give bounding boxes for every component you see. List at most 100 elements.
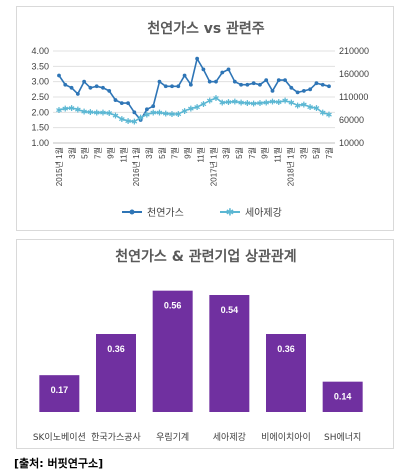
data-point: ✱ — [100, 109, 107, 118]
data-point — [145, 107, 149, 112]
x-tick-label: 9월 — [183, 147, 193, 159]
line-chart-panel: 천연가스 vs 관련주 4.00 3.50 3.00 2.50 2.00 1.50 1.00… — [16, 6, 394, 231]
data-point: ✱ — [74, 105, 81, 114]
data-point: ✱ — [112, 111, 119, 120]
data-point: ✱ — [162, 110, 169, 119]
data-point — [151, 104, 156, 109]
data-point — [264, 78, 269, 83]
bar — [209, 295, 250, 412]
data-point: ✱ — [288, 99, 295, 108]
data-point: ✱ — [257, 99, 264, 108]
category-label: SK이노베이션 — [33, 432, 86, 443]
x-tick-label: 9월 — [105, 147, 115, 159]
data-point — [232, 79, 237, 84]
data-point — [314, 81, 319, 86]
data-point — [126, 101, 130, 106]
data-point — [107, 88, 112, 93]
bar-value-label: 0.54 — [221, 305, 239, 315]
x-tick-label: 3월 — [298, 147, 308, 159]
data-point — [301, 88, 306, 93]
legend-gas-marker — [129, 209, 135, 215]
data-point: ✱ — [231, 98, 238, 107]
data-point: ✱ — [87, 108, 94, 117]
data-point — [327, 84, 331, 89]
data-point: ✱ — [150, 109, 157, 118]
bar — [96, 334, 136, 412]
bar — [152, 290, 193, 412]
y-right-tick-label: 210000 — [339, 46, 369, 56]
category-label: 비에이치아이 — [261, 431, 311, 443]
y-left-tick-label: 4.00 — [31, 46, 49, 56]
data-point: ✱ — [68, 104, 75, 113]
data-point — [289, 85, 294, 90]
data-point — [295, 90, 300, 95]
data-point — [276, 78, 281, 83]
data-point: ✱ — [125, 117, 132, 126]
data-point: ✱ — [169, 110, 176, 119]
data-point — [188, 82, 193, 87]
legend-sea-marker: ✱ — [226, 208, 234, 219]
data-point: ✱ — [56, 106, 63, 115]
data-point: ✱ — [301, 100, 308, 109]
data-point: ✱ — [131, 117, 138, 126]
x-tick-label: 7월 — [170, 147, 180, 159]
data-point: ✱ — [307, 103, 314, 112]
data-point — [63, 82, 68, 87]
series-line — [58, 96, 330, 123]
bar-value-label: 0.14 — [334, 392, 352, 402]
x-tick-label: 3월 — [67, 147, 77, 159]
data-point: ✱ — [188, 105, 195, 114]
data-point — [69, 85, 74, 90]
data-point: ✱ — [200, 100, 207, 109]
legend-sea-label: 세아제강 — [245, 207, 282, 219]
data-point — [195, 56, 200, 61]
data-point — [82, 79, 87, 84]
bar-value-label: 0.17 — [51, 385, 69, 395]
y-right-tick-label: 10000 — [339, 138, 364, 148]
x-tick-label: 7월 — [324, 147, 334, 159]
legend-gas-label: 천연가스 — [147, 207, 184, 219]
bar — [322, 381, 363, 412]
data-point: ✱ — [282, 97, 289, 106]
data-point: ✱ — [93, 109, 100, 118]
y-left-tick-label: 1.50 — [31, 123, 49, 133]
x-tick-label: 3월 — [221, 147, 231, 159]
data-point — [176, 84, 181, 89]
data-point: ✱ — [181, 107, 188, 116]
data-point: ✱ — [244, 99, 251, 108]
y-left-tick-label: 1.00 — [31, 138, 49, 148]
category-label: SH에너지 — [324, 432, 361, 443]
data-point — [201, 67, 206, 72]
data-point — [207, 79, 212, 84]
y-right-tick-label: 160000 — [339, 69, 369, 79]
x-tick-label: 2018년 1월 — [285, 147, 295, 186]
y-left-tick-label: 2.50 — [31, 92, 49, 102]
x-tick-label: 11월 — [273, 147, 283, 163]
data-point — [88, 85, 93, 90]
y-right-tick-label: 60000 — [339, 115, 364, 125]
data-point: ✱ — [326, 110, 333, 119]
x-tick-label: 2016년 1월 — [131, 147, 141, 186]
x-tick-label: 5월 — [311, 147, 321, 159]
data-point: ✱ — [263, 99, 270, 108]
category-label: 우림기계 — [156, 431, 189, 443]
data-point: ✱ — [219, 99, 226, 108]
data-point: ✱ — [250, 99, 257, 108]
y-left-tick-label: 2.00 — [31, 107, 49, 117]
data-point — [170, 84, 174, 89]
data-point — [132, 110, 137, 115]
data-point — [113, 98, 118, 102]
x-tick-label: 9월 — [260, 147, 270, 159]
data-point — [57, 73, 61, 78]
x-tick-label: 3월 — [144, 147, 154, 159]
data-point — [258, 82, 262, 87]
x-tick-label: 5월 — [80, 147, 90, 159]
data-point: ✱ — [294, 101, 301, 110]
data-point — [163, 84, 168, 89]
bar-chart-panel: 천연가스 & 관련기업 상관관계 0.17 SK이노베이션 0.36 한국가스공사 0.… — [16, 239, 394, 449]
x-tick-label: 7월 — [93, 147, 103, 159]
data-point: ✱ — [106, 109, 113, 118]
data-point — [270, 88, 275, 93]
data-point: ✱ — [62, 105, 69, 114]
x-tick-label: 7월 — [247, 147, 257, 159]
